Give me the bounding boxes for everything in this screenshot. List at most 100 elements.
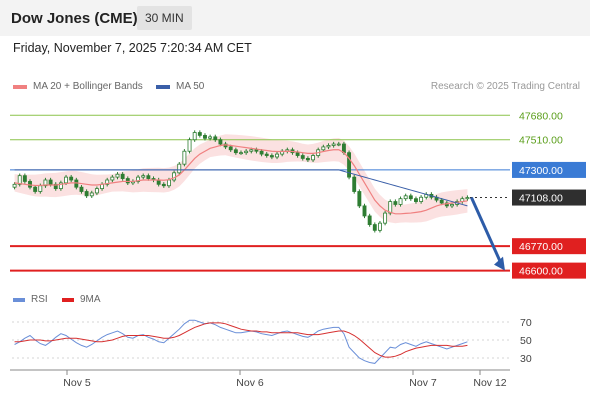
level-box-46770.00 bbox=[512, 238, 586, 255]
candle-body bbox=[336, 143, 341, 146]
projection-arrow-shaft bbox=[470, 196, 504, 267]
header-bar: Dow Jones (CME) 30 MIN bbox=[0, 0, 590, 36]
candle-body bbox=[177, 163, 182, 174]
candle-body bbox=[249, 149, 254, 152]
candle-body bbox=[161, 183, 166, 187]
ma50-line bbox=[14, 169, 468, 207]
candle-body bbox=[331, 143, 336, 146]
candle-body bbox=[244, 150, 249, 154]
level-label-47680.00: 47680.00 bbox=[519, 110, 563, 122]
candle-body bbox=[372, 224, 377, 231]
candle-body bbox=[141, 175, 146, 178]
candle-body bbox=[233, 149, 238, 154]
rsi-tick-30: 30 bbox=[520, 353, 532, 365]
candle-body bbox=[352, 176, 357, 192]
ma50-legend-label: MA 50 bbox=[176, 81, 205, 92]
candle-body bbox=[53, 183, 58, 190]
candle-body bbox=[408, 195, 413, 200]
rsi-series-RSI bbox=[14, 319, 468, 364]
candle-body bbox=[48, 179, 53, 185]
instrument-title: Dow Jones (CME) bbox=[11, 10, 138, 27]
candle-body bbox=[275, 153, 279, 158]
candles bbox=[12, 130, 470, 233]
level-label-46600.00: 46600.00 bbox=[519, 266, 563, 278]
ma20-line bbox=[14, 144, 468, 215]
rsi-ma-legend-label: 9MA bbox=[80, 294, 101, 305]
candle-body bbox=[203, 134, 207, 139]
candle-body bbox=[120, 173, 125, 179]
candle-body bbox=[357, 191, 362, 207]
candle-body bbox=[115, 173, 120, 178]
legend-ma20: MA 20 + Bollinger Bands bbox=[13, 81, 143, 92]
ma50-swatch bbox=[156, 84, 170, 89]
level-label-47510.00: 47510.00 bbox=[519, 135, 563, 147]
x-tick-label: Nov 6 bbox=[236, 377, 264, 389]
candle-body bbox=[259, 150, 264, 155]
candle-body bbox=[393, 201, 398, 205]
ma20-swatch bbox=[13, 84, 27, 89]
candle-body bbox=[450, 204, 454, 207]
candle-body bbox=[136, 176, 141, 182]
candle-body bbox=[167, 179, 171, 187]
candle-body bbox=[22, 175, 27, 182]
candle-body bbox=[311, 155, 315, 161]
candle-body bbox=[94, 188, 99, 194]
research-credit: Research © 2025 Trading Central bbox=[430, 81, 580, 92]
projection-arrow-head bbox=[494, 256, 505, 271]
level-label-47300.00: 47300.00 bbox=[519, 165, 563, 177]
level-box-47300.00 bbox=[512, 161, 586, 178]
candle-body bbox=[254, 149, 259, 152]
rsi-swatch bbox=[13, 297, 25, 302]
candle-body bbox=[419, 196, 424, 202]
legend-rsi: RSI bbox=[13, 294, 48, 305]
x-tick-label: Nov 7 bbox=[409, 377, 437, 389]
candle-body bbox=[439, 199, 444, 204]
candle-body bbox=[89, 192, 94, 197]
level-label-46770.00: 46770.00 bbox=[519, 241, 563, 253]
candle-body bbox=[228, 146, 233, 151]
legend-rsi-ma: 9MA bbox=[62, 294, 101, 305]
rsi-tick-70: 70 bbox=[520, 317, 532, 329]
candle-body bbox=[197, 132, 202, 136]
x-tick-label: Nov 5 bbox=[63, 377, 91, 389]
legend-ma50: MA 50 bbox=[156, 81, 204, 92]
level-box-47108.00 bbox=[512, 189, 586, 206]
bollinger-band bbox=[14, 134, 468, 224]
level-label-47108.00: 47108.00 bbox=[519, 193, 563, 205]
rsi-legend-label: RSI bbox=[31, 294, 48, 305]
candle-body bbox=[388, 201, 393, 214]
candle-body bbox=[213, 136, 218, 141]
ma20-legend-label: MA 20 + Bollinger Bands bbox=[33, 81, 143, 92]
candle-body bbox=[305, 158, 310, 161]
candle-body bbox=[182, 150, 187, 165]
candle-body bbox=[125, 178, 130, 184]
candle-body bbox=[69, 176, 74, 181]
candle-body bbox=[414, 198, 418, 202]
candle-body bbox=[367, 215, 372, 225]
candle-body bbox=[362, 205, 367, 217]
candle-body bbox=[110, 176, 115, 181]
candle-body bbox=[326, 145, 331, 148]
candle-body bbox=[79, 186, 84, 192]
candle-body bbox=[341, 143, 346, 154]
candle-body bbox=[347, 152, 352, 178]
candle-body bbox=[64, 176, 68, 184]
candle-body bbox=[295, 152, 300, 156]
candle-body bbox=[17, 175, 22, 185]
candle-body bbox=[321, 146, 326, 151]
candle-body bbox=[146, 175, 151, 179]
candle-body bbox=[38, 185, 43, 192]
candle-body bbox=[398, 198, 403, 205]
candle-body bbox=[33, 186, 38, 192]
interval-button[interactable]: 30 MIN bbox=[137, 6, 192, 30]
candle-body bbox=[377, 222, 382, 231]
candle-body bbox=[172, 172, 177, 181]
candle-body bbox=[383, 212, 388, 224]
candle-body bbox=[192, 132, 197, 141]
candle-body bbox=[239, 152, 243, 155]
candle-body bbox=[12, 183, 17, 188]
candle-body bbox=[264, 153, 269, 156]
candle-body bbox=[269, 155, 274, 158]
candle-body bbox=[208, 136, 213, 139]
